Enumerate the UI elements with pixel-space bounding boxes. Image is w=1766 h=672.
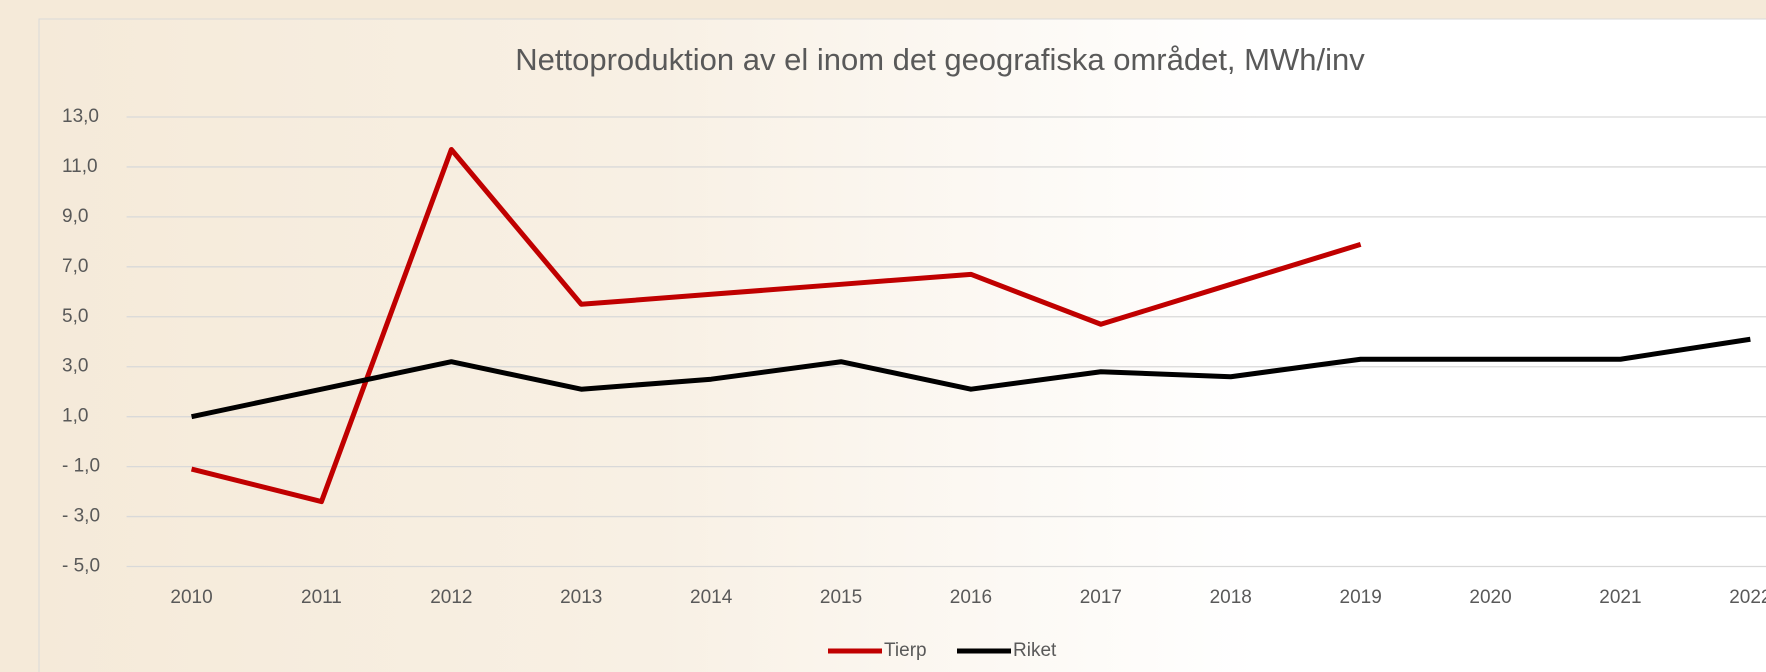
y-tick-label: 7,0 [62,256,88,277]
y-tick-label: - 1,0 [62,456,100,477]
legend-label: Tierp [884,640,927,661]
legend-label: Riket [1013,640,1057,661]
x-tick-label: 2010 [170,587,212,608]
x-tick-label: 2012 [430,587,472,608]
x-tick-label: 2011 [301,587,342,608]
y-tick-label: - 3,0 [62,506,100,527]
x-tick-label: 2019 [1340,587,1382,608]
y-tick-label: 1,0 [62,406,88,427]
y-tick-label: 11,0 [62,156,98,177]
x-tick-label: 2014 [690,587,733,608]
x-tick-label: 2017 [1080,587,1122,608]
x-tick-label: 2013 [560,587,602,608]
y-tick-label: - 5,0 [62,556,100,577]
chart-title: Nettoproduktion av el inom det geografis… [515,42,1365,77]
x-tick-label: 2016 [950,587,992,608]
x-tick-label: 2018 [1210,587,1252,608]
y-tick-label: 9,0 [62,206,88,227]
x-tick-label: 2020 [1469,587,1511,608]
x-tick-label: 2022 [1729,587,1766,608]
x-tick-label: 2021 [1599,587,1641,608]
y-tick-label: 5,0 [62,306,88,327]
x-tick-label: 2015 [820,587,862,608]
y-tick-label: 3,0 [62,356,88,377]
y-tick-label: 13,0 [62,106,99,127]
chart: Nettoproduktion av el inom det geografis… [0,0,1766,672]
